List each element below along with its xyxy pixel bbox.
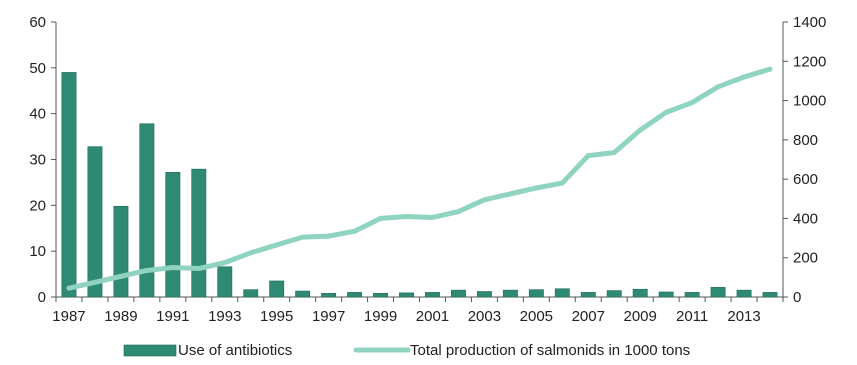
production-point [430, 215, 435, 220]
antibiotics-bar [269, 280, 285, 298]
left-y-tick-label: 30 [29, 152, 46, 169]
x-tick-label: 1993 [208, 308, 241, 325]
production-point [404, 214, 409, 219]
production-point [715, 84, 721, 90]
antibiotics-bar [347, 292, 363, 298]
production-point [612, 150, 617, 155]
antibiotics-bar [61, 72, 77, 298]
legend-label-antibiotics: Use of antibiotics [178, 342, 292, 359]
left-y-tick-label: 10 [29, 243, 46, 260]
production-point [300, 234, 305, 240]
x-tick-label: 2009 [624, 308, 657, 325]
right-y-tick-label: 1400 [793, 14, 826, 31]
production-point [482, 197, 487, 202]
antibiotics-bar [165, 172, 181, 298]
antibiotics-bar [295, 290, 311, 298]
production-point [222, 260, 227, 265]
antibiotics-bar [580, 292, 596, 298]
antibiotics-bar [191, 168, 207, 298]
production-line-layer [66, 66, 773, 291]
antibiotics-bar [528, 289, 544, 298]
antibiotics-bar [451, 289, 466, 298]
x-tick-label: 2013 [727, 308, 760, 325]
legend: Use of antibiotics Total production of sa… [123, 342, 690, 359]
production-point [196, 266, 202, 271]
production-point [378, 216, 383, 221]
production-point [274, 242, 279, 248]
x-tick-label: 2003 [468, 308, 501, 325]
production-point [144, 268, 150, 273]
production-point [92, 280, 98, 285]
production-point [170, 265, 176, 270]
production-point [741, 74, 747, 80]
right-y-tick-label: 600 [793, 171, 818, 188]
antibiotics-bar [606, 290, 622, 298]
antibiotics-bar [139, 123, 155, 298]
right-y-tick-label: 0 [793, 289, 801, 306]
right-y-tick-label: 1200 [793, 53, 826, 70]
x-tick-label: 1987 [52, 308, 85, 325]
antibiotics-bar [321, 293, 337, 298]
left-y-tick-label: 20 [29, 197, 46, 214]
left-y-tick-label: 0 [38, 289, 46, 306]
antibiotics-bar [425, 292, 440, 298]
x-tick-label: 1995 [260, 308, 293, 325]
legend-label-production: Total production of salmonids in 1000 to… [410, 342, 690, 359]
antibiotics-bar [399, 292, 414, 298]
right-y-tick-label: 800 [793, 132, 818, 149]
left-y-tick-label: 40 [29, 106, 46, 123]
right-y-tick-label: 400 [793, 210, 818, 227]
production-point [637, 127, 643, 133]
x-tick-label: 2011 [676, 308, 708, 325]
antibiotics-bar [87, 146, 103, 298]
production-point [456, 209, 461, 214]
antibiotics-bar [502, 289, 518, 298]
production-point [118, 274, 124, 279]
antibiotics-bar [373, 293, 388, 298]
right-y-tick-label: 1000 [793, 93, 826, 110]
antibiotics-bar [684, 292, 700, 298]
x-tick-label: 2005 [520, 308, 553, 325]
antibiotics-bar [476, 291, 492, 298]
production-point [689, 100, 695, 105]
x-tick-label: 1997 [312, 308, 345, 325]
antibiotics-bar [217, 266, 233, 298]
antibiotics-bar [762, 292, 778, 298]
legend-swatch-antibiotics [123, 344, 177, 357]
x-tick-label: 1989 [104, 308, 137, 325]
left-y-tick-label: 60 [29, 14, 46, 31]
x-tick-label: 2007 [572, 308, 605, 325]
antibiotics-bar [710, 287, 726, 298]
production-point [352, 228, 357, 234]
production-point [586, 153, 591, 158]
production-point [508, 191, 513, 197]
production-point [248, 250, 253, 256]
antibiotics-bar [632, 288, 648, 298]
antibiotics-bar [736, 289, 752, 298]
x-tick-label: 1999 [364, 308, 397, 325]
production-point [560, 180, 565, 186]
x-tick-label: 1991 [156, 308, 189, 325]
antibiotics-bar [554, 288, 570, 298]
axes: 0102030405060020040060080010001200140019… [29, 14, 826, 325]
right-y-tick-label: 200 [793, 250, 818, 267]
antibiotics-bar [658, 291, 674, 298]
production-point [767, 66, 773, 72]
production-point [534, 185, 539, 191]
production-point [326, 233, 331, 239]
production-point [663, 110, 669, 115]
antibiotics-bars [61, 72, 778, 298]
left-y-tick-label: 50 [29, 60, 46, 77]
production-point [66, 285, 72, 291]
antibiotics-bar [113, 205, 129, 298]
x-tick-label: 2001 [416, 308, 449, 325]
antibiotics-bar [243, 289, 259, 298]
production-line [66, 66, 773, 291]
